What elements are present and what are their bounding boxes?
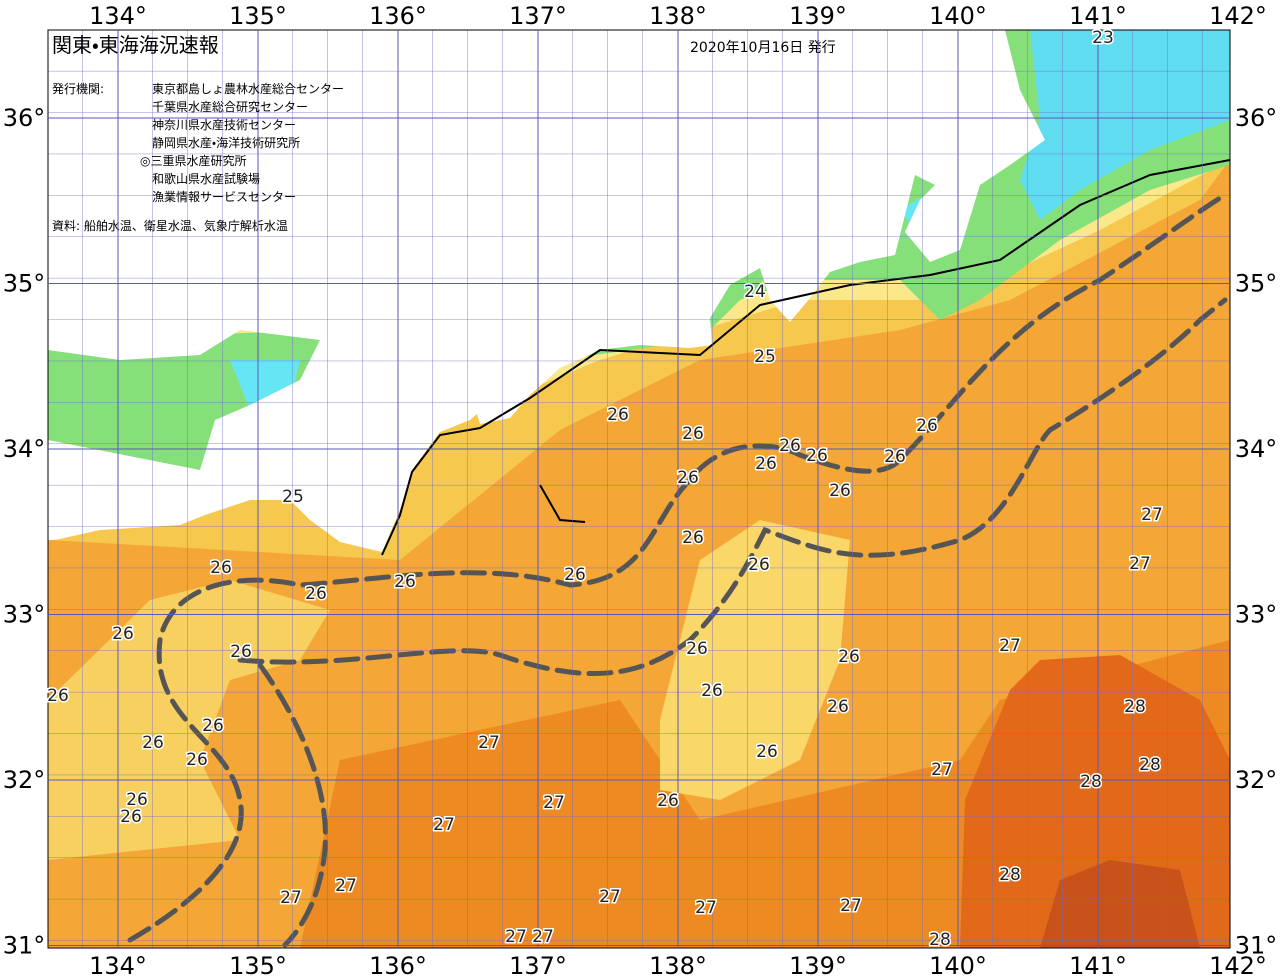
contour-label: 26 <box>126 790 148 810</box>
contour-label: 27 <box>599 887 621 907</box>
contour-label: 27 <box>931 760 953 780</box>
contour-label: 26 <box>47 686 69 706</box>
contour-label: 26 <box>677 468 699 488</box>
issuer: ◎三重県水産研究所 <box>140 154 246 168</box>
lat-tick-label: 34° <box>1235 435 1278 463</box>
contour-label: 26 <box>394 572 416 592</box>
lat-tick-label: 34° <box>3 435 46 463</box>
contour-label: 24 <box>744 282 766 302</box>
contour-label: 26 <box>202 716 224 736</box>
contour-label: 26 <box>884 447 906 467</box>
contour-label: 28 <box>1124 697 1146 717</box>
contour-label: 28 <box>1080 772 1102 792</box>
contour-label: 25 <box>282 487 304 507</box>
lon-tick-label: 141° <box>1069 2 1127 30</box>
contour-label: 27 <box>840 896 862 916</box>
lat-tick-label: 32° <box>1235 766 1278 794</box>
lat-tick-label: 33° <box>3 601 46 629</box>
contour-label: 26 <box>186 750 208 770</box>
contour-label: 27 <box>433 815 455 835</box>
lon-tick-label: 140° <box>929 2 987 30</box>
lon-tick-label: 139° <box>789 2 847 30</box>
lon-tick-label: 136° <box>369 2 427 30</box>
contour-label: 26 <box>686 639 708 659</box>
contour-label: 26 <box>305 584 327 604</box>
contour-label: 27 <box>335 876 357 896</box>
lat-tick-label: 36° <box>3 104 46 132</box>
lon-tick-label: 135° <box>229 952 287 980</box>
contour-label: 23 <box>1092 28 1114 48</box>
contour-label: 26 <box>829 481 851 501</box>
contour-label: 26 <box>827 697 849 717</box>
lat-tick-label: 31° <box>3 932 46 960</box>
map-title: 関東・東海海況速報 <box>52 33 219 57</box>
lon-tick-label: 134° <box>89 2 147 30</box>
contour-label: 27 <box>695 898 717 918</box>
contour-label: 26 <box>748 555 770 575</box>
contour-label: 27 <box>1141 505 1163 525</box>
contour-label: 27 <box>505 927 527 947</box>
contour-label: 26 <box>682 424 704 444</box>
contour-label: 27 <box>280 888 302 908</box>
lon-tick-label: 136° <box>369 952 427 980</box>
contour-label: 26 <box>230 642 252 662</box>
contour-label: 26 <box>838 647 860 667</box>
contour-label: 26 <box>607 405 629 425</box>
issuer-label: 発行機関: <box>52 82 104 96</box>
contour-label: 26 <box>142 733 164 753</box>
lon-tick-label: 134° <box>89 952 147 980</box>
issue-date: 2020年10月16日 発行 <box>690 40 836 56</box>
sea-surface <box>48 30 1230 948</box>
lat-tick-label: 32° <box>3 766 46 794</box>
lon-tick-label: 138° <box>649 2 707 30</box>
lon-tick-label: 139° <box>789 952 847 980</box>
contour-label: 28 <box>1139 755 1161 775</box>
lat-tick-label: 35° <box>3 270 46 298</box>
contour-label: 26 <box>210 558 232 578</box>
contour-label: 26 <box>120 807 142 827</box>
contour-label: 28 <box>999 865 1021 885</box>
contour-label: 27 <box>1129 554 1151 574</box>
contour-label: 26 <box>916 416 938 436</box>
lat-tick-label: 33° <box>1235 601 1278 629</box>
issuer: 千葉県水産総合研究センター <box>152 99 308 114</box>
contour-label: 26 <box>112 624 134 644</box>
contour-label: 26 <box>657 791 679 811</box>
lat-tick-label: 36° <box>1235 104 1278 132</box>
lon-tick-label: 135° <box>229 2 287 30</box>
lon-tick-label: 140° <box>929 952 987 980</box>
contour-label: 25 <box>754 347 776 367</box>
lon-tick-label: 142° <box>1209 2 1267 30</box>
contour-label: 27 <box>543 793 565 813</box>
contour-label: 26 <box>756 742 778 762</box>
lat-tick-label: 31° <box>1235 932 1278 960</box>
issuer: 静岡県水産・海洋技術研究所 <box>152 135 300 150</box>
contour-label: 27 <box>478 733 500 753</box>
lon-tick-label: 142° <box>1209 952 1267 980</box>
contour-label: 26 <box>682 528 704 548</box>
source: 資料: 船舶水温、衛星水温、気象庁解析水温 <box>52 218 288 233</box>
contour-label: 27 <box>999 636 1021 656</box>
map-frame <box>47 29 1231 949</box>
contour-label: 26 <box>806 446 828 466</box>
lat-tick-label: 35° <box>1235 270 1278 298</box>
issuer: 漁業情報サービスセンター <box>152 190 296 204</box>
contour-label: 27 <box>532 927 554 947</box>
contour-label: 26 <box>701 681 723 701</box>
lon-tick-label: 138° <box>649 952 707 980</box>
contour-label: 26 <box>564 565 586 585</box>
contour-label: 26 <box>779 436 801 456</box>
contour-label: 26 <box>755 454 777 474</box>
lon-tick-label: 137° <box>509 952 567 980</box>
lon-tick-label: 137° <box>509 2 567 30</box>
lon-tick-label: 141° <box>1069 952 1127 980</box>
issuer: 東京都島しょ農林水産総合センター <box>152 81 344 96</box>
contour-label: 28 <box>929 930 951 950</box>
issuer: 和歌山県水産試験場 <box>152 171 260 186</box>
issuer: 神奈川県水産技術センター <box>152 117 296 132</box>
